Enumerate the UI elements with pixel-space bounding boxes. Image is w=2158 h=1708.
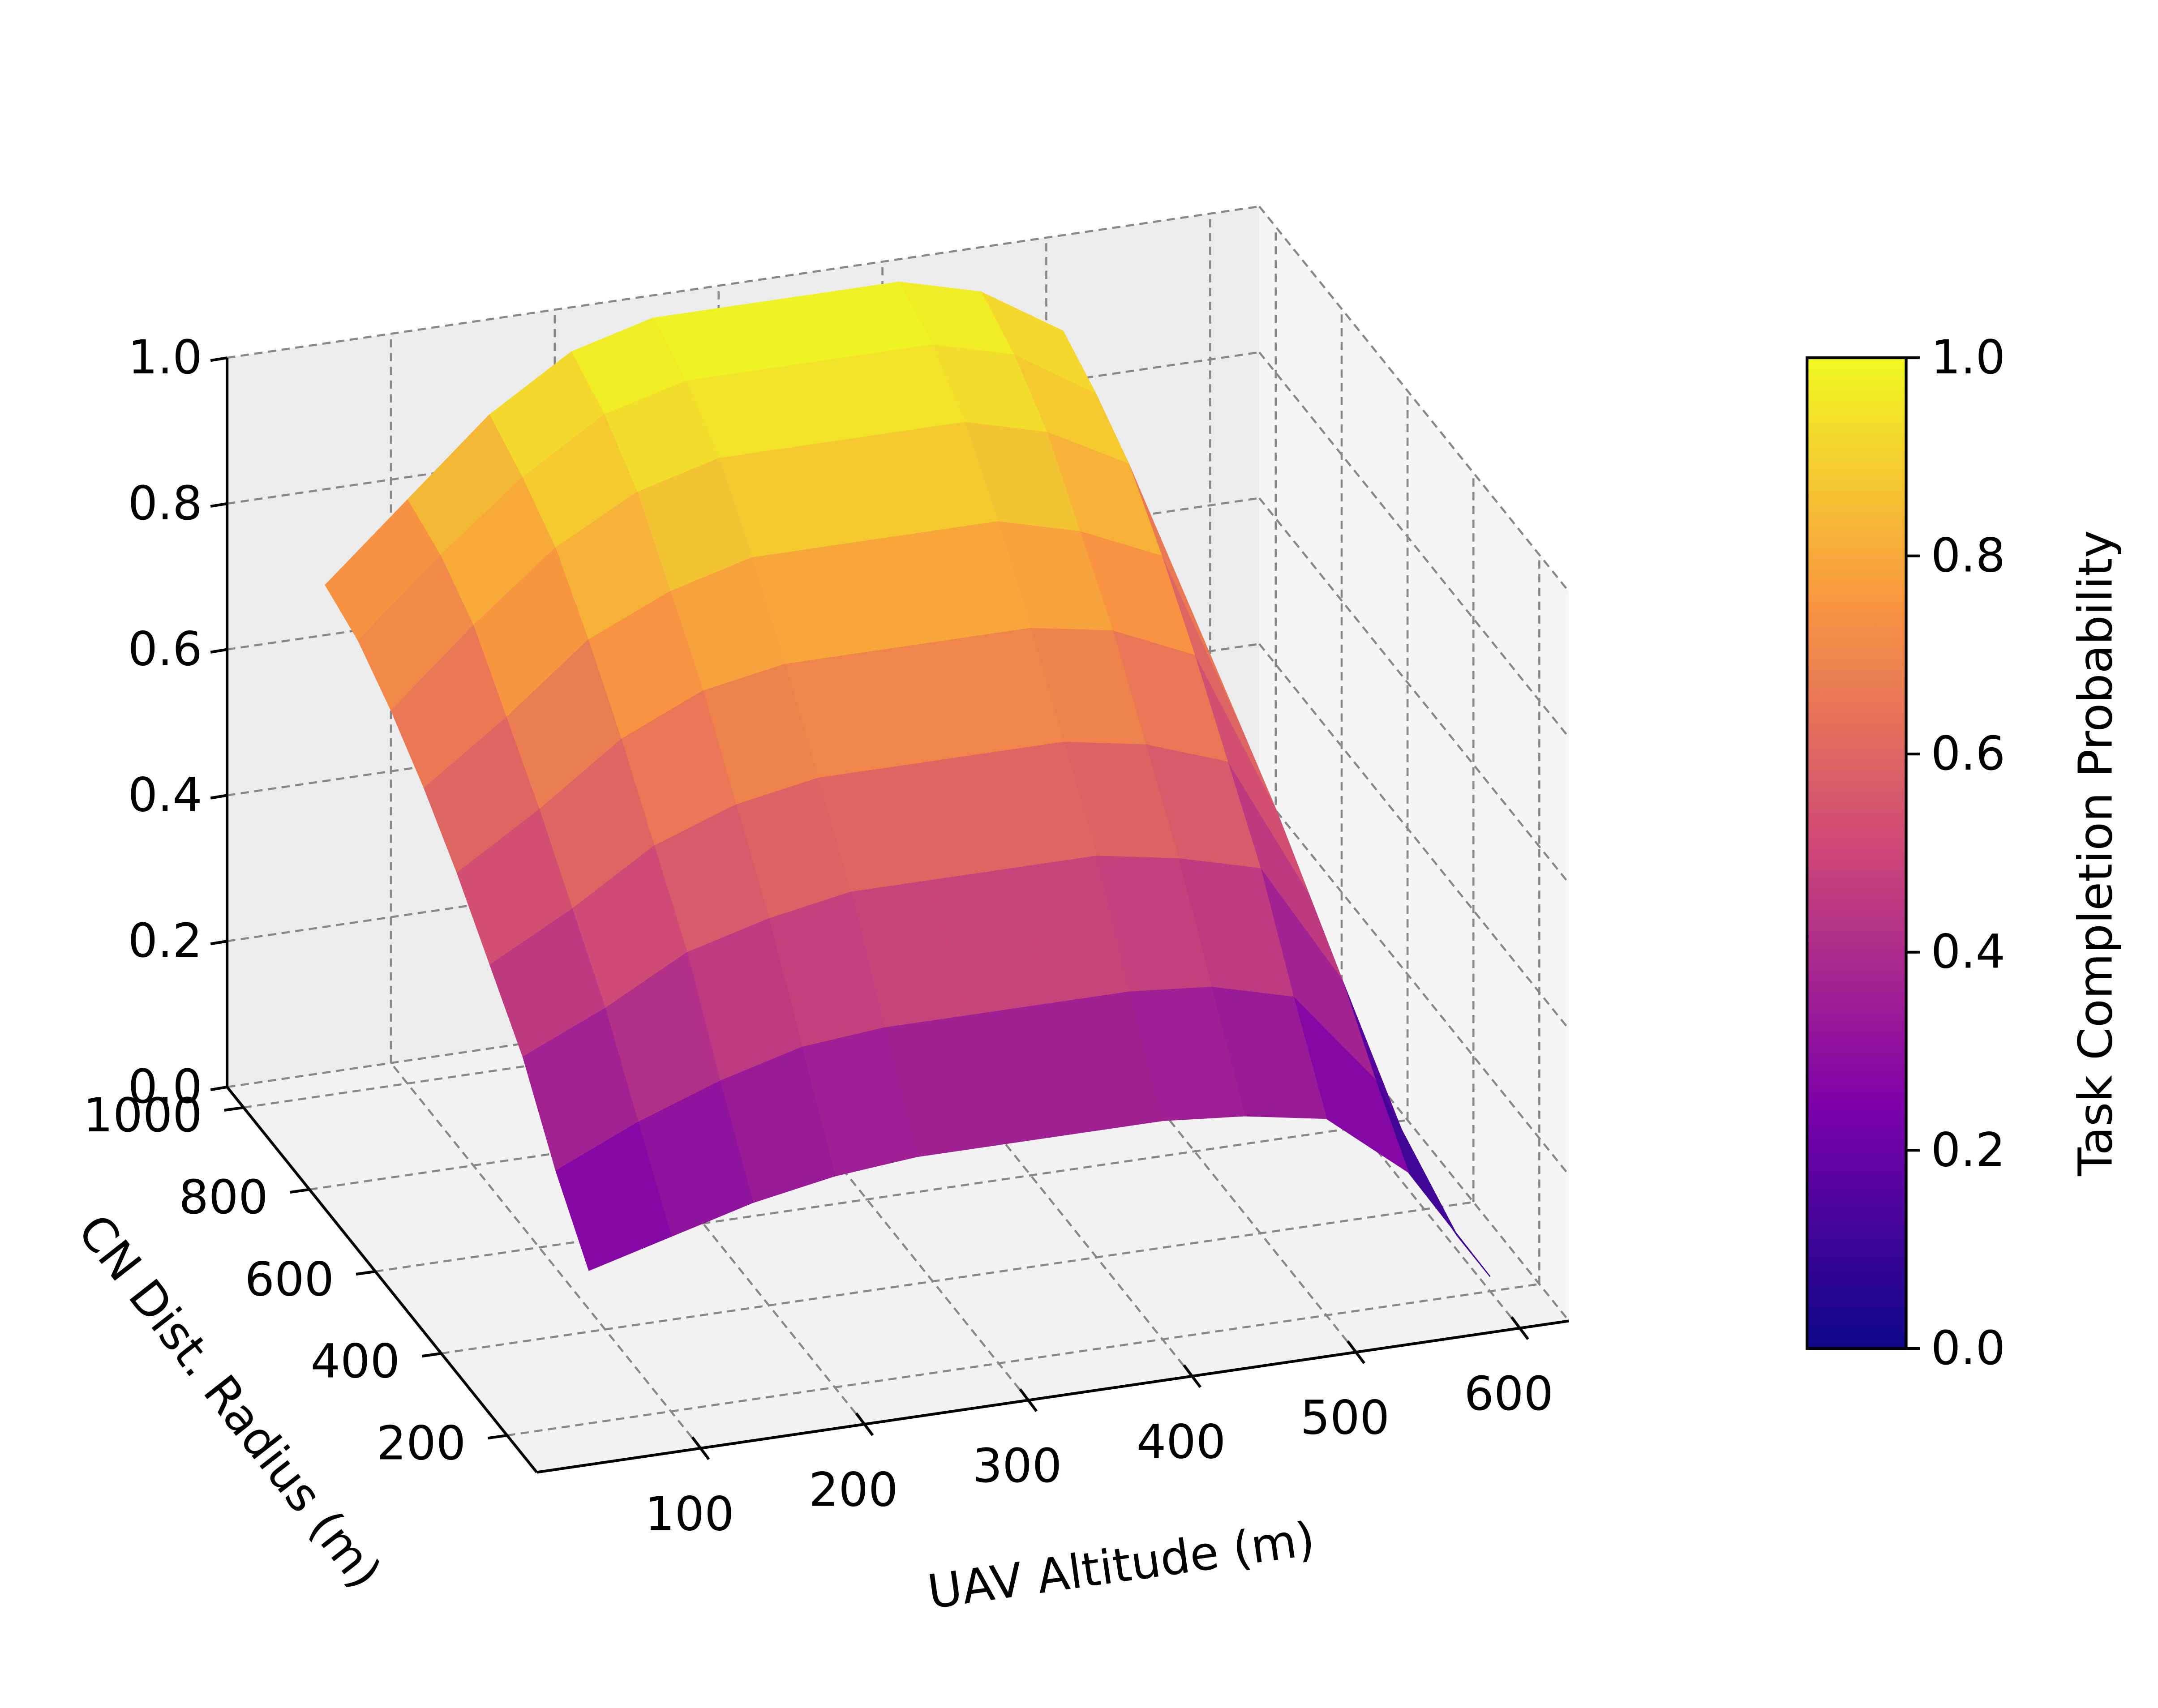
x-tick-label: 100 — [645, 1486, 734, 1541]
tick-mark — [290, 1188, 310, 1194]
y-tick-label: 400 — [311, 1334, 400, 1388]
tick-mark — [210, 1085, 227, 1092]
surface-cell — [555, 1122, 672, 1271]
x-tick-label: 300 — [973, 1438, 1062, 1493]
x-tick-label: 500 — [1300, 1391, 1390, 1445]
tick-mark — [210, 648, 227, 654]
z-tick-label: 1.0 — [128, 330, 202, 385]
grid-line — [441, 1201, 1474, 1355]
x-tick-label: 600 — [1464, 1366, 1553, 1421]
x-axis — [536, 1319, 1570, 1474]
tick-mark — [210, 502, 227, 508]
tick-mark — [224, 1106, 244, 1112]
y-tick-label: 800 — [179, 1170, 268, 1224]
y-axis — [226, 1086, 538, 1473]
tick-mark — [210, 794, 227, 800]
tick-mark — [487, 1434, 507, 1440]
tick-mark — [210, 940, 227, 946]
colorbar-tick-label: 0.2 — [1931, 1122, 2005, 1177]
grid-line — [375, 1119, 1408, 1273]
colorbar-tick-label: 0.6 — [1931, 726, 2005, 781]
colorbar-title: Task Completion Probability — [2068, 530, 2123, 1177]
z-tick-label: 0.2 — [128, 913, 202, 968]
y-tick-label: 200 — [377, 1416, 466, 1470]
side-pane — [1259, 206, 1569, 1321]
colorbar-tick-label: 0.8 — [1931, 528, 2005, 583]
grid-line — [227, 205, 1260, 359]
y-axis-title: CN Dist. Radius (m) — [67, 1204, 392, 1599]
colorbar-tick-label: 0.0 — [1931, 1321, 2005, 1375]
z-tick-label: 0.4 — [128, 767, 202, 822]
colorbar — [1806, 356, 1908, 1350]
colorbar-ticks: 0.0 0.2 0.4 0.6 0.8 1.0 — [1906, 330, 2005, 1375]
tick-mark — [356, 1270, 376, 1276]
grid-line — [507, 1283, 1540, 1437]
z-tick-label: 0.8 — [128, 476, 202, 531]
y-tick-label: 600 — [245, 1252, 334, 1306]
z-tick-label: 0.0 — [128, 1059, 202, 1114]
colorbar-tick-label: 1.0 — [1931, 330, 2005, 385]
z-tick-label: 0.6 — [128, 622, 202, 676]
x-tick-label: 200 — [809, 1463, 898, 1517]
tick-mark — [421, 1352, 442, 1358]
tick-mark — [210, 356, 227, 362]
surface — [325, 281, 1491, 1277]
x-axis-title: UAV Altitude (m) — [924, 1511, 1318, 1620]
colorbar-tick-label: 0.4 — [1931, 925, 2005, 979]
y-tick-label: 1000 — [83, 1088, 202, 1143]
x-tick-label: 400 — [1137, 1414, 1226, 1469]
